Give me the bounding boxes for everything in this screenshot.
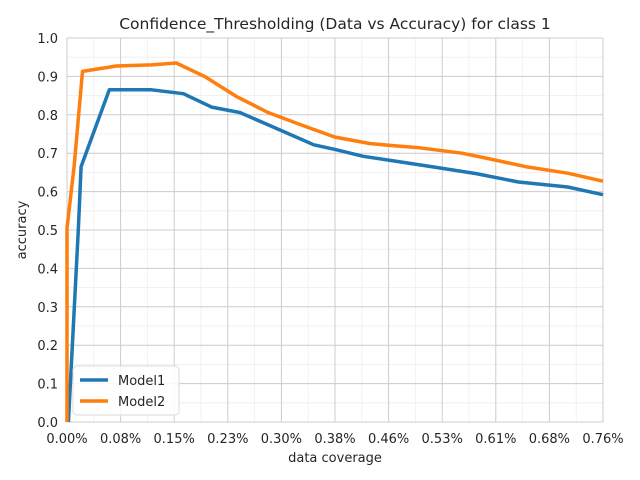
x-tick-label: 0.61% (475, 432, 516, 447)
y-tick-label: 0.2 (37, 339, 58, 354)
y-tick-label: 0.6 (37, 186, 58, 201)
y-tick-label: 0.3 (37, 301, 58, 316)
x-tick-label: 0.15% (154, 432, 195, 447)
x-tick-label: 0.76% (582, 432, 623, 447)
y-tick-label: 1.0 (37, 32, 58, 47)
x-tick-label: 0.68% (529, 432, 570, 447)
x-tick-label: 0.23% (207, 432, 248, 447)
major-grid (66, 37, 604, 423)
y-tick-label: 0.8 (37, 109, 58, 124)
legend-label-model2: Model2 (118, 395, 165, 410)
y-tick-label: 0.9 (37, 70, 58, 85)
series-line-model2 (65, 61, 604, 422)
x-tick-label: 0.00% (46, 432, 87, 447)
y-tick-label: 0.7 (37, 147, 58, 162)
y-tick-label: 0.0 (37, 416, 58, 431)
x-tick-label: 0.46% (368, 432, 409, 447)
chart-title: Confidence_Thresholding (Data vs Accurac… (119, 15, 551, 34)
legend: Model1 Model2 (72, 365, 180, 416)
x-tick-label: 0.38% (314, 432, 355, 447)
x-tick-label: 0.53% (422, 432, 463, 447)
y-axis-label: accuracy (15, 200, 30, 259)
series-line-model1 (66, 88, 604, 423)
y-tick-label: 0.5 (37, 224, 58, 239)
series-layer (65, 61, 604, 423)
x-tick-label: 0.30% (261, 432, 302, 447)
x-axis-label: data coverage (288, 451, 382, 466)
legend-label-model1: Model1 (118, 374, 165, 389)
y-tick-labels: 0.0 0.1 0.2 0.3 0.4 0.5 0.6 0.7 0.8 0.9 1.0 (37, 32, 58, 431)
x-tick-label: 0.08% (100, 432, 141, 447)
x-tick-labels: 0.00% 0.08% 0.15% 0.23% 0.30% 0.38% 0.46% 0.53%… (46, 432, 623, 447)
y-tick-label: 0.1 (37, 378, 58, 393)
y-tick-label: 0.4 (37, 262, 58, 277)
